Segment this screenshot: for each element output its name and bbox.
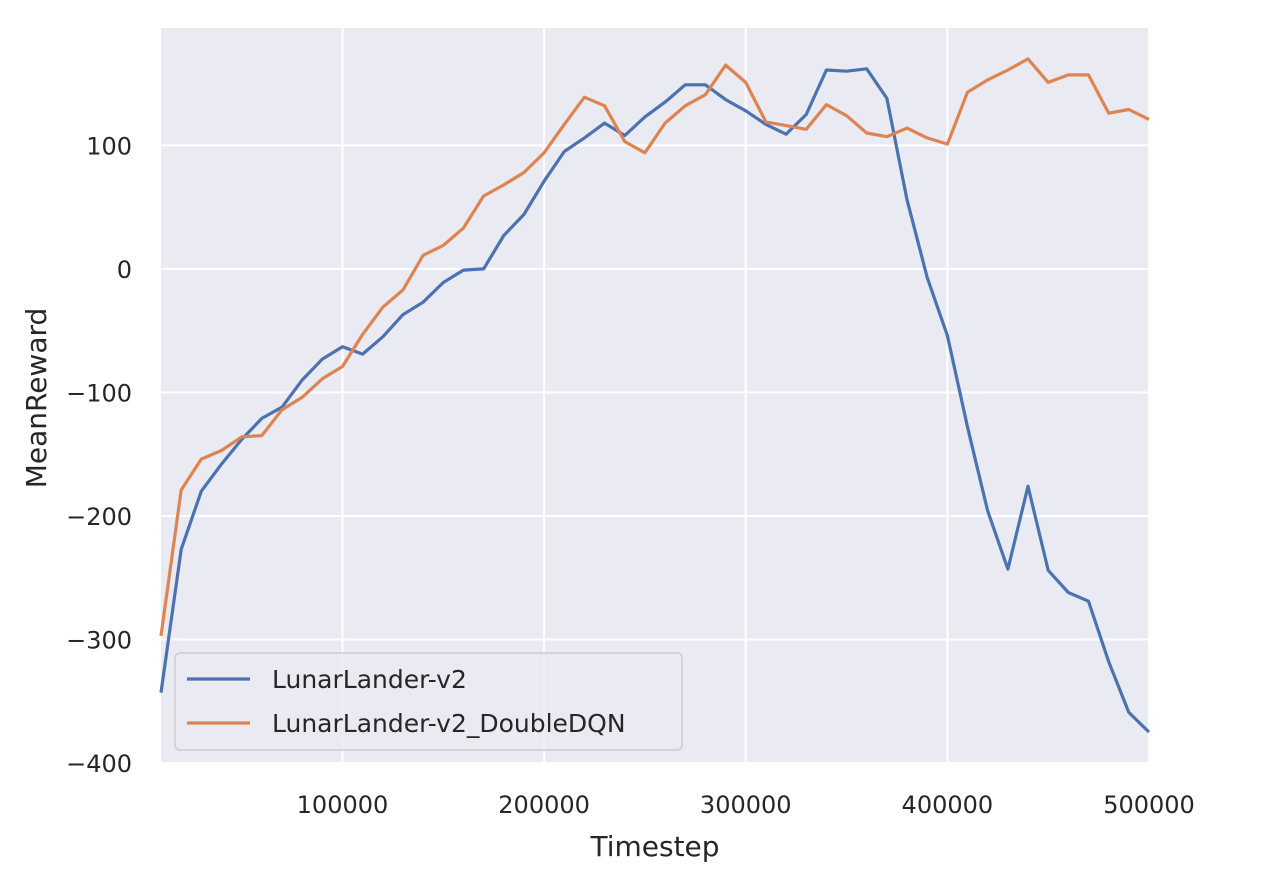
plot-background bbox=[161, 28, 1149, 763]
y-tick-label: 0 bbox=[117, 256, 132, 284]
y-tick-labels: 100 0 −100 −200 −300 −400 bbox=[66, 132, 132, 778]
x-tick-label: 400000 bbox=[902, 791, 994, 819]
x-axis-title: Timestep bbox=[589, 830, 719, 863]
grid-lines bbox=[161, 28, 1150, 764]
y-tick-label: −400 bbox=[66, 750, 132, 778]
x-tick-label: 300000 bbox=[700, 791, 792, 819]
legend-box bbox=[174, 652, 683, 751]
x-tick-label: 200000 bbox=[498, 791, 590, 819]
x-tick-labels: 100000 200000 300000 400000 500000 bbox=[297, 791, 1195, 819]
series-lines bbox=[159, 57, 1151, 734]
y-tick-label: −300 bbox=[66, 626, 132, 654]
y-tick-label: 100 bbox=[86, 132, 132, 160]
y-tick-label: −100 bbox=[66, 379, 132, 407]
series-line-1 bbox=[159, 67, 1151, 734]
x-tick-label: 500000 bbox=[1103, 791, 1195, 819]
legend-label: LunarLander-v2 bbox=[272, 665, 467, 694]
y-tick-label: −200 bbox=[66, 503, 132, 531]
x-tick-label: 100000 bbox=[297, 791, 389, 819]
legend: LunarLander-v2 LunarLander-v2_DoubleDQN bbox=[174, 652, 683, 751]
legend-label: LunarLander-v2_DoubleDQN bbox=[272, 709, 626, 738]
series-line-2 bbox=[159, 57, 1150, 637]
y-axis-title: MeanReward bbox=[20, 308, 53, 489]
